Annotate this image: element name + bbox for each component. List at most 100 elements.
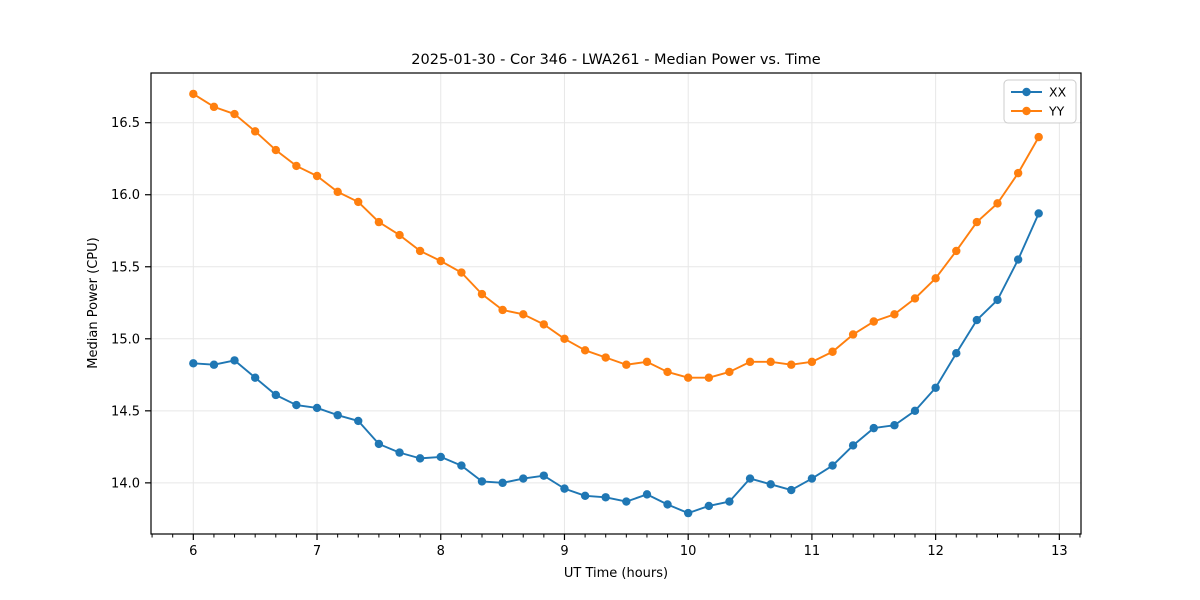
data-point-marker (230, 356, 239, 365)
data-point-marker (766, 480, 775, 489)
data-point-marker (312, 171, 322, 181)
data-point-marker (271, 145, 281, 155)
data-point-marker (209, 102, 219, 112)
data-point-marker (766, 357, 775, 367)
data-point-marker (354, 416, 363, 426)
data-point-marker (683, 508, 693, 518)
series-xx (189, 209, 1043, 518)
y-axis-label: Median Power (CPU) (86, 237, 101, 368)
data-point-marker (725, 497, 734, 506)
data-point-marker (787, 360, 796, 369)
data-point-marker (209, 360, 219, 369)
y-tick-label: 16.0 (111, 188, 140, 203)
data-point-marker (622, 497, 631, 506)
legend-marker (1022, 87, 1031, 97)
data-point-marker (993, 199, 1002, 208)
data-point-marker (436, 256, 445, 266)
x-tick-label: 6 (189, 544, 197, 559)
axes (145, 72, 1082, 540)
data-point-marker (395, 230, 404, 240)
data-point-marker (931, 274, 940, 283)
data-point-marker (1034, 209, 1043, 218)
x-tick-label: 8 (437, 544, 445, 559)
data-point-marker (374, 217, 384, 227)
legend-item-yy: YY (1011, 104, 1065, 119)
data-point-marker (457, 461, 466, 470)
y-tick-label: 16.5 (111, 116, 140, 131)
x-tick-label: 7 (313, 544, 321, 559)
data-point-marker (189, 89, 198, 99)
data-point-marker (580, 346, 590, 355)
data-point-marker (828, 461, 837, 470)
data-point-marker (498, 478, 507, 488)
data-point-marker (477, 477, 487, 486)
data-series (189, 89, 1043, 518)
plot-border (150, 72, 1082, 535)
data-point-marker (601, 493, 610, 502)
data-point-marker (683, 373, 693, 382)
data-point-marker (704, 501, 714, 511)
y-tick-label: 14.0 (111, 476, 140, 491)
data-point-marker (395, 448, 404, 457)
y-tick-label: 15.5 (111, 260, 140, 275)
data-point-marker (436, 452, 445, 462)
data-point-marker (745, 357, 755, 367)
data-point-marker (890, 310, 899, 319)
data-point-marker (312, 403, 322, 413)
data-point-marker (622, 360, 631, 369)
data-point-marker (354, 197, 363, 207)
legend-item-xx: XX (1011, 85, 1067, 100)
data-point-marker (807, 474, 817, 483)
data-point-marker (848, 441, 858, 450)
data-point-marker (189, 359, 198, 368)
data-point-marker (250, 373, 260, 382)
data-point-marker (952, 349, 961, 358)
y-tick-label: 15.0 (111, 332, 140, 347)
data-point-marker (869, 423, 878, 433)
data-point-marker (457, 268, 466, 277)
data-point-marker (230, 109, 239, 119)
tick-labels: 6 7 8 9 10 11 12 13 14.0 14.5 15.0 15.5 16.0 16.5 (111, 116, 1068, 559)
legend-marker (1022, 106, 1031, 116)
data-point-marker (539, 320, 549, 329)
data-point-marker (271, 390, 281, 400)
series-line-xx (193, 213, 1040, 515)
data-point-marker (519, 310, 528, 319)
x-tick-label: 12 (927, 544, 944, 559)
grid-lines (151, 73, 1081, 534)
data-point-marker (601, 353, 610, 362)
data-point-marker (250, 127, 260, 136)
x-tick-label: 11 (804, 544, 821, 559)
chart-title: 2025-01-30 - Cor 346 - LWA261 - Median P… (411, 52, 820, 68)
data-point-marker (1034, 132, 1043, 142)
data-point-marker (539, 471, 549, 480)
data-point-marker (415, 246, 425, 256)
data-point-marker (642, 357, 652, 367)
legend: XX YY (1003, 79, 1077, 124)
data-point-marker (890, 421, 899, 430)
data-point-marker (1013, 255, 1023, 264)
data-point-marker (848, 330, 858, 339)
data-point-marker (931, 383, 940, 392)
legend-label: XX (1049, 85, 1067, 100)
data-point-marker (952, 246, 961, 256)
data-point-marker (704, 373, 714, 382)
data-point-marker (292, 161, 301, 171)
x-tick-label: 9 (560, 544, 568, 559)
data-point-marker (333, 410, 342, 420)
data-point-marker (374, 439, 384, 449)
data-point-marker (745, 474, 755, 483)
data-point-marker (869, 317, 878, 326)
data-point-marker (972, 217, 982, 227)
legend-box (1003, 79, 1077, 124)
y-tick-label: 14.5 (111, 404, 140, 419)
data-point-marker (560, 334, 569, 343)
data-point-marker (477, 289, 487, 299)
data-point-marker (972, 315, 982, 325)
data-point-marker (663, 367, 672, 377)
data-point-marker (725, 367, 734, 377)
data-point-marker (807, 357, 817, 367)
series-line-yy (192, 93, 1040, 379)
